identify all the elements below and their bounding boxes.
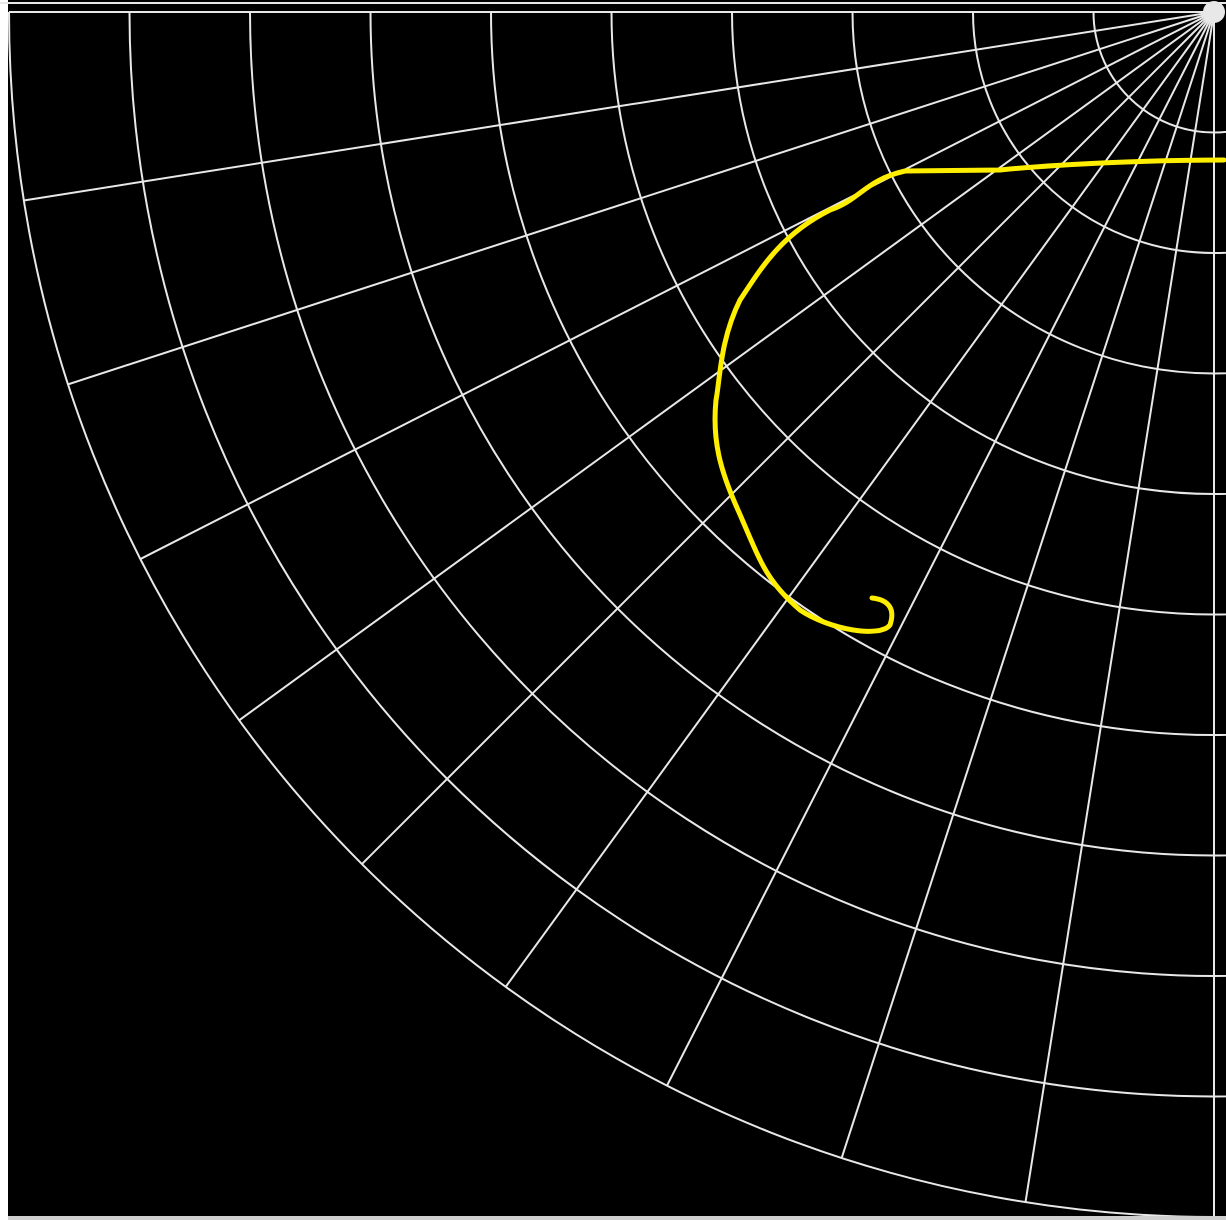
origin-point (1203, 1, 1225, 23)
grid-ring (851, 11, 1226, 375)
grid-spoke (666, 11, 1215, 1087)
grid-ring (128, 11, 1226, 1098)
grid-spoke (238, 11, 1215, 722)
grid-spoke (504, 11, 1215, 988)
grid-ring (249, 11, 1226, 978)
grid-ring (369, 11, 1226, 857)
grid-spoke (361, 11, 1215, 865)
grid-spoke (67, 11, 1215, 386)
yellow-trace (712, 157, 1226, 634)
grid-spoke (139, 11, 1215, 560)
grid-ring (731, 11, 1226, 496)
grid-ring (8, 11, 1226, 1219)
grid-spoke (1024, 11, 1215, 1203)
grid-spoke (23, 11, 1215, 202)
grid-spoke (840, 11, 1215, 1159)
grid-rings (8, 11, 1226, 1219)
